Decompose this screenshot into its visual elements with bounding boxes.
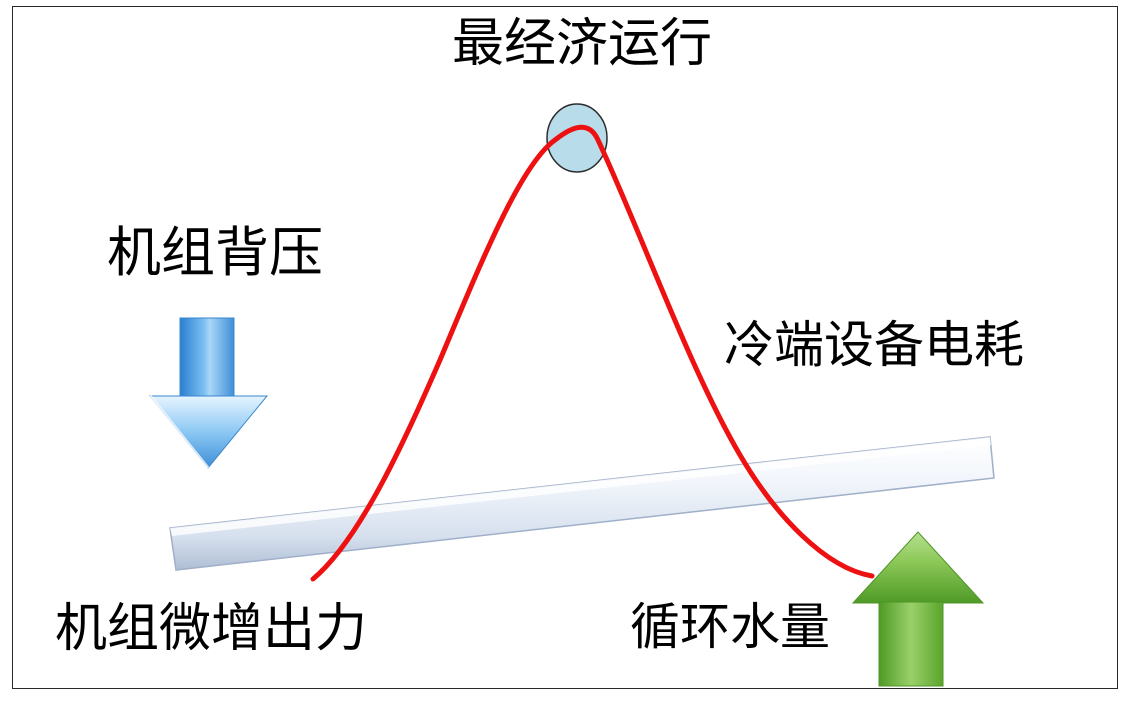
label-unit-back-pressure: 机组背压: [107, 221, 323, 284]
label-unit-output-increase: 机组微增出力: [55, 599, 368, 659]
diagram-title: 最经济运行: [452, 14, 713, 74]
lever-bar: [169, 436, 995, 571]
diagram-frame: [12, 6, 1118, 689]
economy-curve: [310, 124, 875, 582]
down-arrow-icon: [148, 317, 269, 469]
label-cold-end-power: 冷端设备电耗: [724, 316, 1024, 374]
optimum-marker: [546, 103, 608, 173]
up-arrow-icon: [851, 531, 985, 687]
label-circulating-water: 循环水量: [630, 598, 830, 656]
